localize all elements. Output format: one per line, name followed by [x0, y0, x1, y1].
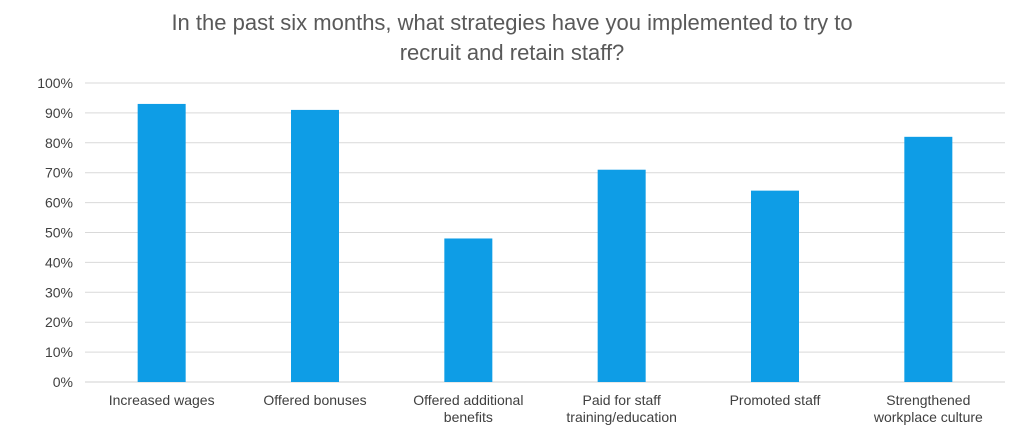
x-tick-label-line: Offered additional [413, 392, 523, 408]
y-tick-label: 100% [37, 75, 73, 91]
bar [137, 103, 186, 383]
x-tick-label-line: training/education [566, 409, 677, 425]
x-tick-label: Increased wages [109, 392, 215, 408]
y-tick-label: 80% [45, 135, 73, 151]
chart-title: In the past six months, what strategies … [0, 8, 1024, 68]
bar [904, 136, 953, 382]
bar [444, 238, 493, 382]
x-tick-label-line: Paid for staff [582, 392, 660, 408]
y-tick-label: 50% [45, 225, 73, 241]
y-tick-label: 70% [45, 165, 73, 181]
y-tick-label: 40% [45, 254, 73, 270]
x-tick-label-line: benefits [444, 409, 493, 425]
x-tick-label-line: Increased wages [109, 392, 215, 408]
y-tick-label: 30% [45, 284, 73, 300]
x-tick-label: Promoted staff [730, 392, 821, 408]
x-tick-label-line: Strengthened [886, 392, 970, 408]
chart-title-line-2: recruit and retain staff? [399, 40, 625, 65]
bar [597, 169, 646, 382]
x-tick-label: Paid for staff training/education [566, 392, 677, 425]
x-tick-label-line: workplace culture [873, 409, 983, 425]
y-tick-label: 90% [45, 105, 73, 121]
y-tick-label: 20% [45, 314, 73, 330]
y-tick-label: 10% [45, 344, 73, 360]
bar [291, 109, 339, 382]
x-tick-label-line: Promoted staff [730, 392, 821, 408]
bar [751, 190, 799, 382]
chart-title-line-1: In the past six months, what strategies … [171, 10, 853, 35]
x-tick-label-line: Offered bonuses [263, 392, 366, 408]
x-tick-label: Offered bonuses [263, 392, 366, 408]
x-tick-label: Strengthened workplace culture [873, 392, 983, 425]
y-tick-label: 60% [45, 195, 73, 211]
x-tick-label: Offered additional benefits [413, 392, 523, 425]
y-tick-label: 0% [53, 374, 73, 390]
